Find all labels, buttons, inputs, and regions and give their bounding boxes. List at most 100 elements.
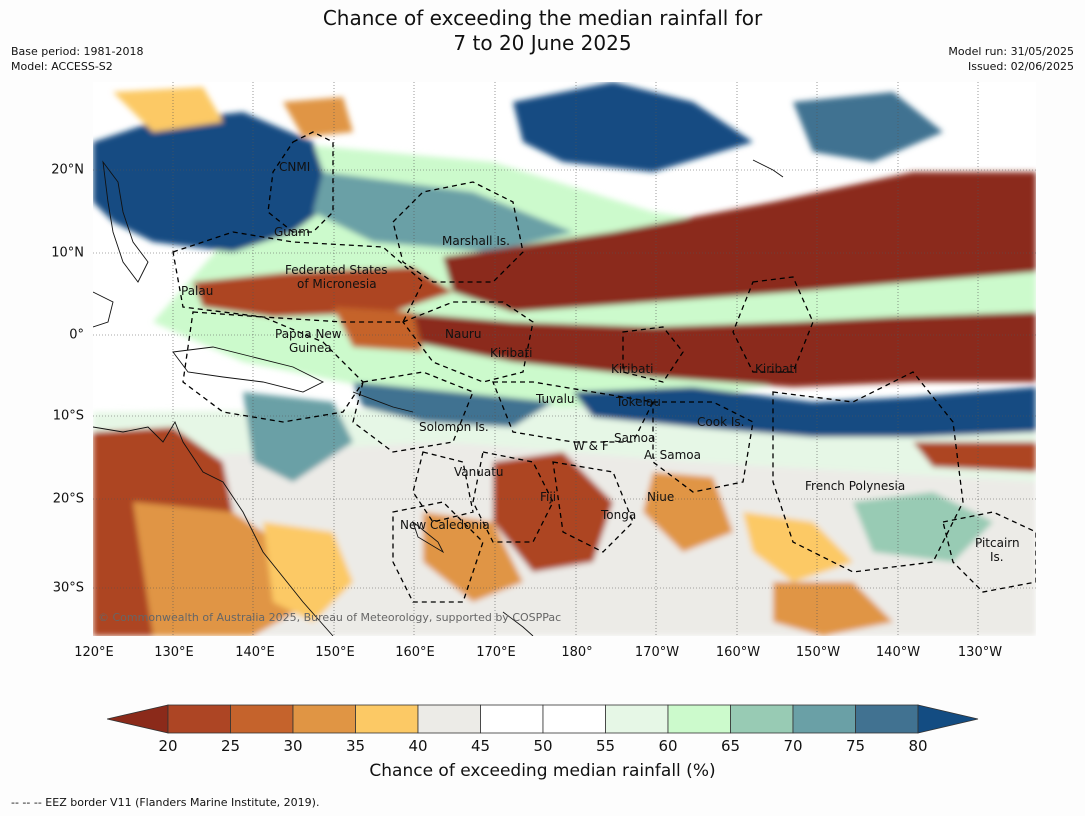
eez-borders xyxy=(172,131,1036,603)
lon-tick-130w: 130°W xyxy=(957,645,1003,660)
colorbar-tick-35: 35 xyxy=(345,737,366,755)
label-solomon-islands: Solomon Is. xyxy=(419,420,489,434)
eez-french-polynesia xyxy=(772,371,964,573)
lat-tick-20n: 20°N xyxy=(51,162,84,178)
lon-tick-140w: 140°W xyxy=(875,645,921,660)
eez-kiribati-far-east xyxy=(732,276,814,373)
label-french-polynesia: French Polynesia xyxy=(805,479,906,493)
lon-tick-180: 180° xyxy=(561,645,593,660)
lat-tick-20s: 20°S xyxy=(52,491,84,507)
lat-tick-10n: 10°N xyxy=(51,245,84,261)
label-pitcairn-line-2: Is. xyxy=(990,550,1004,564)
eez-vanuatu xyxy=(412,451,474,523)
coast-new-guinea xyxy=(172,346,325,393)
field-yellow-south-east xyxy=(743,512,853,582)
label-tokelau: Tokelau xyxy=(616,395,661,409)
colorbar-bin-70-75 xyxy=(792,704,856,734)
colorbar-bin-55-60 xyxy=(605,704,669,734)
label-fsm-line-2: of Micronesia xyxy=(297,277,377,291)
colorbar-label: Chance of exceeding median rainfall (%) xyxy=(369,761,716,781)
base-period: Base period: 1981-2018 xyxy=(11,45,144,58)
coastlines xyxy=(93,159,784,636)
colorbar-tick-45: 45 xyxy=(470,737,491,755)
title-line-1: Chance of exceeding the median rainfall … xyxy=(322,6,763,30)
copyright-notice: © Commonwealth of Australia 2025, Bureau… xyxy=(98,611,562,624)
colorbar-bin-45-50 xyxy=(480,704,544,734)
colorbar-tick-65: 65 xyxy=(720,737,741,755)
lon-tick-120e: 120°E xyxy=(74,645,114,660)
field-orange-south-east xyxy=(643,472,733,552)
label-niue: Niue xyxy=(647,490,675,504)
label-fiji: Fiji xyxy=(540,490,557,504)
title-line-2: 7 to 20 June 2025 xyxy=(453,31,632,55)
label-kiribati-east: Kiribati xyxy=(755,362,798,376)
field-brown-north xyxy=(443,172,1036,312)
eez-tonga-niue xyxy=(552,461,634,553)
colorbar-bin-35-40 xyxy=(355,704,419,734)
colorbar xyxy=(107,704,979,734)
label-marshall-islands: Marshall Is. xyxy=(442,234,510,248)
eez-pitcairn xyxy=(942,511,1036,593)
colorbar-tick-50: 50 xyxy=(533,737,553,755)
graticule xyxy=(93,82,1036,636)
lon-tick-160e: 160°E xyxy=(395,645,435,660)
eez-nauru-kiribati xyxy=(401,301,534,383)
colorbar-tick-60: 60 xyxy=(658,737,678,755)
label-guam: Guam xyxy=(274,225,310,239)
rainfall-map: CNMI Guam Marshall Is. Federated States … xyxy=(93,82,1036,636)
label-new-caledonia: New Caledonia xyxy=(400,518,490,532)
label-png-line-2: Guinea xyxy=(289,341,332,355)
rainfall-map-svg xyxy=(93,82,1036,636)
label-wallis-futuna: W & F xyxy=(573,439,609,453)
eez-kiribati-east xyxy=(622,326,684,383)
label-samoa: Samoa xyxy=(614,431,656,445)
field-brown-south-central xyxy=(493,452,613,572)
eez-new-caledonia xyxy=(392,501,484,603)
label-nauru: Nauru xyxy=(445,327,482,341)
label-kiribati-west: Kiribati xyxy=(490,346,533,360)
field-orange-far-south xyxy=(773,582,893,636)
label-palau: Palau xyxy=(181,284,214,298)
colorbar-tick-55: 55 xyxy=(595,737,616,755)
colorbar-tick-80: 80 xyxy=(908,737,928,755)
issued-date: Issued: 02/06/2025 xyxy=(967,60,1074,73)
meta-left: Base period: 1981-2018 Model: ACCESS-S2 xyxy=(11,44,143,74)
coast-new-caledonia xyxy=(412,520,445,554)
colorbar-bin-75-80 xyxy=(855,704,919,734)
lon-tick-150w: 150°W xyxy=(795,645,841,660)
colorbar-tick-25: 25 xyxy=(220,737,241,755)
coast-borneo xyxy=(93,291,114,328)
eez-fsm xyxy=(172,231,424,323)
colorbar-bin-65-70 xyxy=(730,704,794,734)
eez-png xyxy=(182,311,364,423)
colorbar-tick-75: 75 xyxy=(845,737,866,755)
label-vanuatu: Vanuatu xyxy=(454,465,504,479)
colorbar-bin-60-65 xyxy=(667,704,731,734)
field-blue-north-central xyxy=(513,82,753,172)
colorbar-tick-40: 40 xyxy=(408,737,428,755)
label-american-samoa: A. Samoa xyxy=(644,448,701,462)
label-kiribati-central: Kiribati xyxy=(611,362,654,376)
lon-tick-170w: 170°W xyxy=(634,645,680,660)
lat-tick-0: 0° xyxy=(69,327,84,343)
eez-footnote: -- -- -- EEZ border V11 (Flanders Marine… xyxy=(11,796,320,809)
label-cnmi: CNMI xyxy=(279,160,311,174)
model-name: Model: ACCESS-S2 xyxy=(11,60,113,73)
eez-cook xyxy=(652,401,754,493)
colorbar-bin-50-55 xyxy=(542,704,606,734)
lon-tick-170e: 170°E xyxy=(476,645,516,660)
field-yellow-australia xyxy=(263,522,353,622)
field-teal-north xyxy=(313,172,573,252)
label-tuvalu: Tuvalu xyxy=(536,392,575,406)
field-orange-equatorial xyxy=(333,307,423,352)
label-tonga: Tonga xyxy=(601,508,637,522)
field-blue-north-east xyxy=(793,92,943,162)
field-orange-south-central xyxy=(423,512,523,602)
lon-tick-150e: 150°E xyxy=(315,645,355,660)
eez-cnmi-guam xyxy=(267,131,334,233)
eez-marshall xyxy=(392,181,524,283)
field-yellow-north-west xyxy=(113,87,223,132)
eez-solomon xyxy=(352,371,474,453)
field-brown-far-east xyxy=(913,442,1036,472)
coast-solomon xyxy=(352,391,414,413)
